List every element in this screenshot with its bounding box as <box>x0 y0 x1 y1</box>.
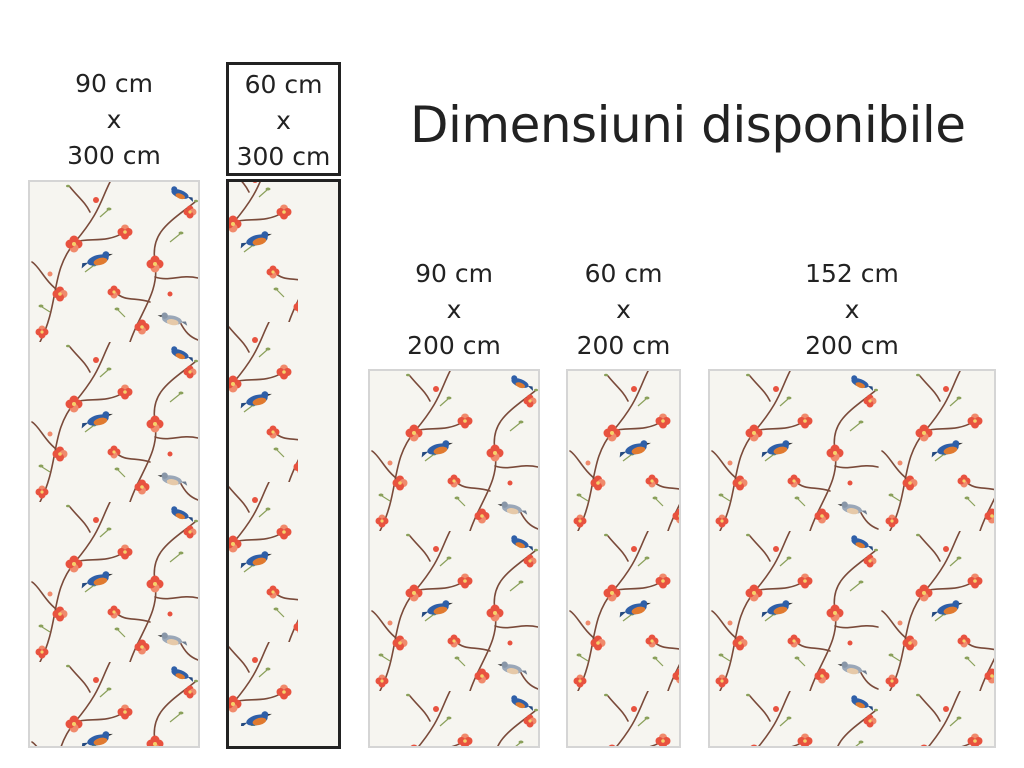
size-separator: x <box>106 105 122 134</box>
size-height: 300 cm <box>236 142 331 171</box>
size-label-60x200[interactable]: 60 cm x 200 cm <box>566 256 681 364</box>
size-width: 60 cm <box>244 70 323 99</box>
size-separator: x <box>844 295 860 324</box>
size-width: 90 cm <box>415 259 493 288</box>
size-width: 60 cm <box>584 259 663 288</box>
size-preview-60x200[interactable] <box>566 369 681 748</box>
size-height: 200 cm <box>576 331 671 360</box>
size-preview-60x300[interactable] <box>226 179 341 749</box>
size-preview-90x300[interactable] <box>28 180 200 748</box>
wallpaper-pattern-image <box>370 371 538 746</box>
size-label-152x200[interactable]: 152 cm x 200 cm <box>708 256 996 364</box>
size-preview-152x200[interactable] <box>708 369 996 748</box>
size-separator: x <box>276 106 291 135</box>
size-label-90x200[interactable]: 90 cm x 200 cm <box>368 256 540 364</box>
size-preview-90x200[interactable] <box>368 369 540 748</box>
wallpaper-pattern-image <box>710 371 994 746</box>
wallpaper-pattern-image <box>568 371 679 746</box>
size-height: 200 cm <box>805 331 899 360</box>
size-separator: x <box>446 295 462 324</box>
size-height: 200 cm <box>407 331 501 360</box>
wallpaper-pattern-image <box>30 182 198 746</box>
size-separator: x <box>616 295 631 324</box>
page-title: Dimensiuni disponibile <box>410 96 966 154</box>
size-label-90x300[interactable]: 90 cm x 300 cm <box>28 66 200 174</box>
size-width: 152 cm <box>805 259 899 288</box>
size-width: 90 cm <box>75 69 153 98</box>
size-height: 300 cm <box>67 141 161 170</box>
size-label-60x300[interactable]: 60 cm x 300 cm <box>226 62 341 176</box>
wallpaper-pattern-image <box>229 182 298 726</box>
